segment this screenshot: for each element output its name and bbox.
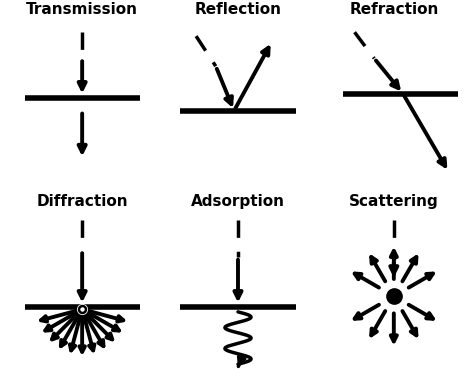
Text: Reflection: Reflection bbox=[194, 2, 282, 17]
Text: Refraction: Refraction bbox=[349, 2, 438, 17]
Text: Transmission: Transmission bbox=[26, 2, 138, 17]
Text: Diffraction: Diffraction bbox=[36, 194, 128, 209]
Text: Adsorption: Adsorption bbox=[191, 194, 285, 209]
Text: Scattering: Scattering bbox=[349, 194, 439, 209]
